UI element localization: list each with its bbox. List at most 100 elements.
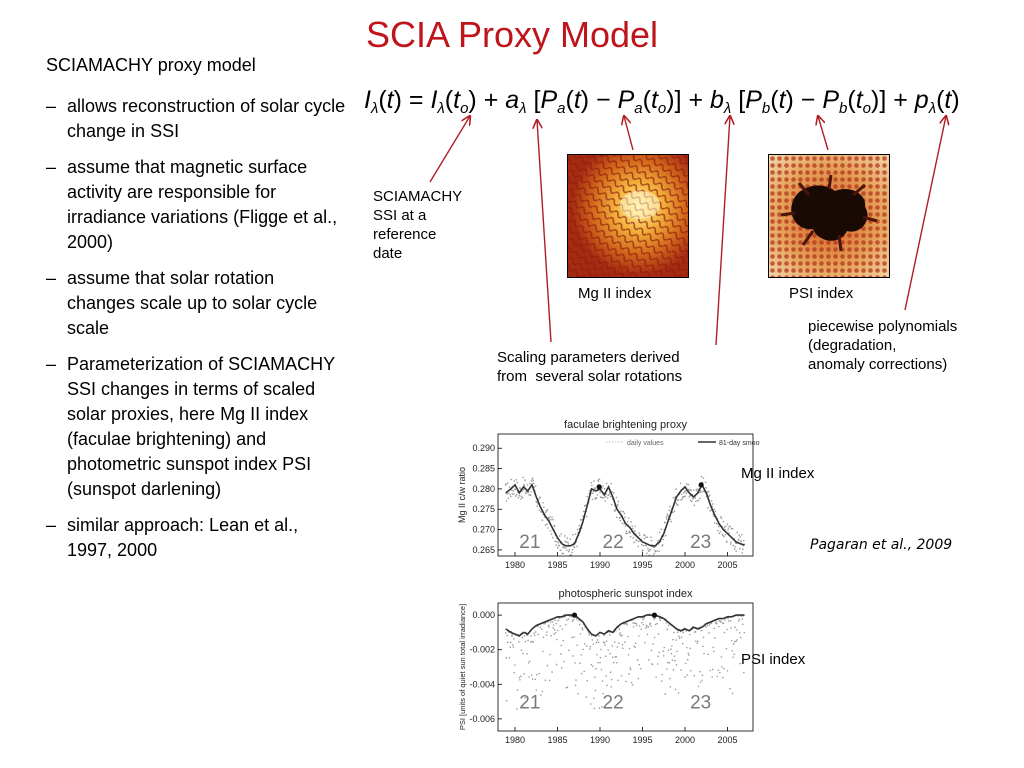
daily-value-point (726, 540, 728, 543)
daily-value-point (658, 531, 661, 534)
polynomials-line: piecewise polynomials (808, 318, 958, 335)
daily-value-point (520, 649, 523, 651)
daily-value-point (661, 673, 664, 676)
daily-value-point (668, 662, 671, 664)
daily-value-point (667, 661, 669, 664)
daily-value-point (645, 545, 648, 547)
daily-value-point (731, 692, 734, 695)
daily-value-point (642, 618, 644, 621)
daily-value-point (535, 501, 538, 503)
daily-value-point (597, 480, 600, 483)
daily-value-point (538, 509, 541, 511)
daily-value-point (564, 535, 566, 537)
mg-chart-label: Mg II index (741, 465, 815, 482)
y-tick-label: 0.000 (472, 610, 495, 620)
daily-value-point (677, 499, 680, 501)
daily-value-point (548, 517, 550, 520)
polynomials-line: (degradation, (808, 337, 897, 354)
daily-value-point (663, 646, 666, 649)
daily-value-point (534, 631, 537, 633)
cycle-number-label: 23 (690, 532, 711, 553)
daily-value-point (571, 551, 573, 554)
daily-value-point (688, 633, 691, 636)
daily-value-point (672, 669, 675, 671)
daily-value-point (548, 679, 551, 682)
daily-value-point (637, 677, 640, 680)
bullet-column: SCIAMACHY proxy model – allows reconstruc… (46, 53, 346, 574)
daily-value-point (567, 541, 569, 544)
daily-value-point (692, 497, 695, 500)
daily-value-point (556, 638, 558, 641)
daily-value-point (723, 526, 726, 528)
daily-value-point (594, 689, 597, 692)
daily-value-point (669, 677, 671, 680)
daily-value-point (624, 641, 626, 643)
reference-line: SSI at a (373, 207, 427, 224)
daily-value-point (733, 640, 736, 643)
daily-value-point (637, 545, 640, 548)
daily-value-point (530, 635, 532, 637)
daily-value-point (712, 515, 715, 518)
daily-value-point (617, 500, 620, 503)
mg-ii-solar-image (567, 154, 689, 278)
x-tick-label: 1985 (547, 735, 567, 745)
bullet-item: – similar approach: Lean et al., 1997, 20… (46, 513, 346, 563)
daily-value-point (724, 619, 726, 621)
daily-value-point (662, 650, 665, 652)
daily-value-point (618, 628, 621, 631)
daily-value-point (644, 641, 646, 644)
citation: Pagaran et al., 2009 (810, 537, 953, 553)
daily-value-point (611, 645, 614, 647)
bullet-list: – allows reconstruction of solar cycle ch… (46, 94, 346, 563)
daily-value-point (658, 550, 660, 553)
daily-value-point (658, 651, 660, 654)
daily-value-point (702, 477, 705, 479)
daily-value-point (727, 529, 729, 531)
daily-value-point (581, 628, 584, 631)
daily-value-point (684, 662, 687, 665)
daily-value-point (667, 515, 670, 518)
daily-value-point (682, 631, 684, 634)
daily-value-point (631, 525, 633, 527)
daily-value-point (602, 693, 604, 695)
daily-value-point (634, 646, 636, 649)
daily-value-point (524, 696, 526, 699)
daily-value-point (556, 629, 559, 632)
daily-value-point (725, 525, 727, 528)
daily-value-point (535, 689, 538, 691)
daily-value-point (735, 550, 737, 552)
daily-value-point (711, 503, 714, 505)
daily-value-point (685, 630, 687, 632)
daily-value-point (726, 523, 729, 526)
daily-value-point (722, 622, 725, 625)
daily-value-point (706, 491, 709, 494)
daily-value-point (708, 495, 710, 498)
daily-value-point (550, 634, 552, 637)
daily-value-point (703, 652, 705, 655)
daily-value-point (736, 531, 738, 534)
daily-value-point (726, 670, 729, 672)
daily-value-point (661, 544, 664, 546)
daily-value-point (594, 487, 597, 489)
arrow-pb (818, 116, 829, 151)
y-tick-label: 0.270 (472, 525, 495, 535)
daily-value-point (659, 619, 661, 622)
daily-value-point (730, 627, 732, 629)
daily-value-point (601, 496, 604, 499)
daily-value-point (573, 636, 575, 638)
daily-value-point (689, 669, 692, 672)
daily-value-point (628, 647, 631, 650)
daily-value-point (541, 628, 543, 630)
daily-value-point (636, 659, 639, 661)
daily-value-point (707, 490, 710, 493)
daily-value-point (640, 628, 643, 631)
daily-value-point (675, 639, 677, 641)
daily-value-point (638, 532, 641, 534)
daily-value-point (687, 483, 690, 486)
daily-value-point (528, 660, 531, 663)
daily-value-point (610, 686, 613, 688)
daily-value-point (526, 652, 528, 655)
daily-value-point (578, 524, 580, 527)
daily-value-point (572, 618, 575, 621)
